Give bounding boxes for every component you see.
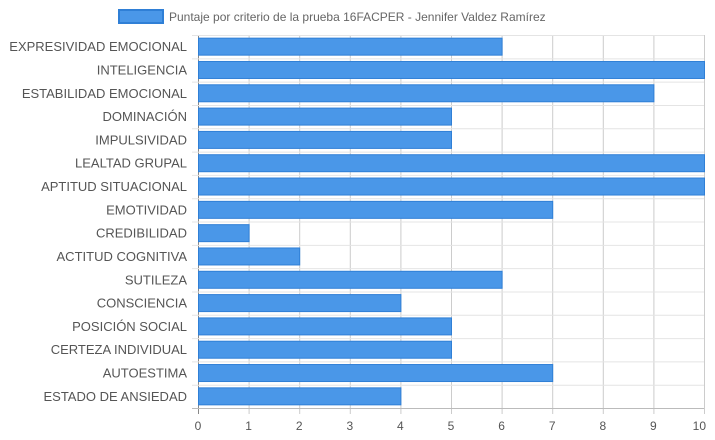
bar[interactable]	[198, 270, 503, 289]
bar[interactable]	[198, 177, 705, 196]
category-label: CONSCIENCIA	[97, 296, 188, 311]
bar[interactable]	[198, 200, 554, 219]
category-label: SUTILEZA	[125, 272, 187, 287]
bar[interactable]	[198, 387, 402, 406]
x-tick-label: 5	[448, 419, 455, 433]
category-label: POSICIÓN SOCIAL	[72, 319, 187, 334]
bar[interactable]	[198, 224, 250, 243]
bar[interactable]	[198, 37, 503, 56]
category-label: AUTOESTIMA	[103, 366, 188, 381]
category-label: DOMINACIÓN	[103, 109, 188, 124]
bar[interactable]	[198, 294, 402, 313]
category-label: ACTITUD COGNITIVA	[57, 249, 188, 264]
x-tick-label: 7	[549, 419, 556, 433]
x-axis-labels: 0 1 2 3 4 5 6 7 8 9 10	[195, 419, 707, 433]
bar[interactable]	[198, 60, 705, 79]
x-tick-label: 3	[346, 419, 353, 433]
bar[interactable]	[198, 340, 452, 359]
category-label: CERTEZA INDIVIDUAL	[51, 342, 187, 357]
bar[interactable]	[198, 84, 655, 103]
bar[interactable]	[198, 107, 452, 126]
category-label: ESTADO DE ANSIEDAD	[43, 389, 187, 404]
x-tick-label: 6	[498, 419, 505, 433]
category-label: CREDIBILIDAD	[96, 226, 187, 241]
category-label: EXPRESIVIDAD EMOCIONAL	[9, 39, 187, 54]
category-label: LEALTAD GRUPAL	[75, 156, 187, 171]
category-label: EMOTIVIDAD	[106, 202, 187, 217]
bar[interactable]	[198, 317, 452, 336]
category-label: ESTABILIDAD EMOCIONAL	[22, 86, 187, 101]
bar[interactable]	[198, 364, 554, 383]
legend-label[interactable]: Puntaje por criterio de la prueba 16FACP…	[169, 10, 546, 24]
category-label: APTITUD SITUACIONAL	[41, 179, 187, 194]
y-axis-labels: EXPRESIVIDAD EMOCIONAL INTELIGENCIA ESTABI…	[9, 39, 187, 404]
x-tick-label: 9	[650, 419, 657, 433]
legend[interactable]: Puntaje por criterio de la prueba 16FACP…	[118, 9, 546, 24]
category-label: INTELIGENCIA	[97, 62, 188, 77]
bar[interactable]	[198, 154, 705, 173]
x-tick-label: 2	[296, 419, 303, 433]
x-tick-label: 1	[245, 419, 252, 433]
category-label: IMPULSIVIDAD	[95, 132, 187, 147]
x-tick-label: 4	[397, 419, 404, 433]
bar[interactable]	[198, 247, 301, 266]
bars	[198, 37, 705, 406]
x-tick-label: 10	[693, 419, 707, 433]
legend-swatch[interactable]	[118, 9, 164, 24]
x-tick-label: 0	[195, 419, 202, 433]
x-tick-label: 8	[599, 419, 606, 433]
bar[interactable]	[198, 130, 452, 149]
